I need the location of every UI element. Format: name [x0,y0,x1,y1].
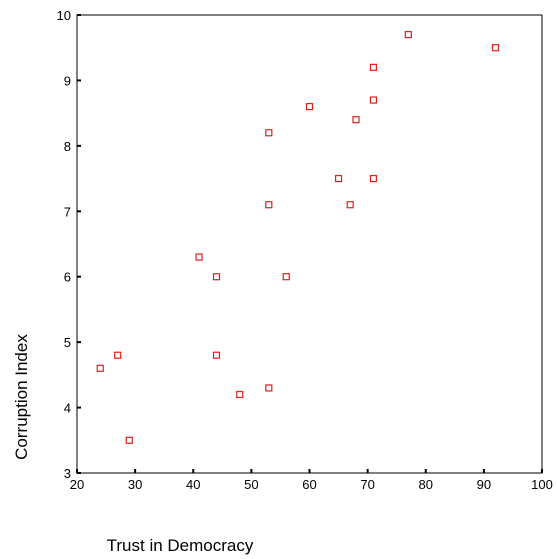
data-point [96,364,104,372]
y-tick-label: 8 [64,139,71,154]
x-tick-label: 60 [302,477,316,492]
y-tick-label: 7 [64,204,71,219]
data-point [282,273,290,281]
data-point [236,390,244,399]
y-tick-label: 9 [64,73,71,88]
data-point [114,351,122,359]
plot-area-frame [76,14,543,474]
data-point [265,384,273,392]
y-tick-label: 10 [57,8,71,23]
data-points [96,31,500,444]
data-point [195,253,203,261]
data-point [265,129,273,137]
y-axis-title: Corruption Index [12,334,31,460]
y-tick-label: 5 [64,335,71,350]
x-tick-label: 30 [128,477,142,492]
data-point [369,63,378,71]
x-tick-label: 40 [186,477,200,492]
data-point [212,351,221,359]
data-point [212,273,221,281]
x-tick-label: 70 [360,477,374,492]
x-tick-label: 100 [531,477,553,492]
data-point [352,116,360,124]
x-tick-label: 20 [70,477,84,492]
data-point [125,436,133,444]
y-tick-label: 6 [64,270,71,285]
data-point [334,174,343,183]
x-tick-label: 50 [244,477,258,492]
data-point [369,96,378,104]
data-point [265,201,273,209]
y-axis-ticks: 3 4 5 6 7 8 9 10 [57,8,81,481]
x-axis-ticks: 20 30 40 50 60 70 80 90 100 [70,469,553,492]
y-tick-label: 4 [64,401,71,416]
x-axis-title: Trust in Democracy [107,536,254,555]
x-tick-label: 90 [477,477,491,492]
y-tick-label: 3 [64,466,71,481]
data-point [305,102,314,111]
data-point [404,31,412,39]
data-point [491,44,500,52]
data-point [346,201,354,209]
x-tick-label: 80 [419,477,433,492]
data-point [369,174,378,183]
